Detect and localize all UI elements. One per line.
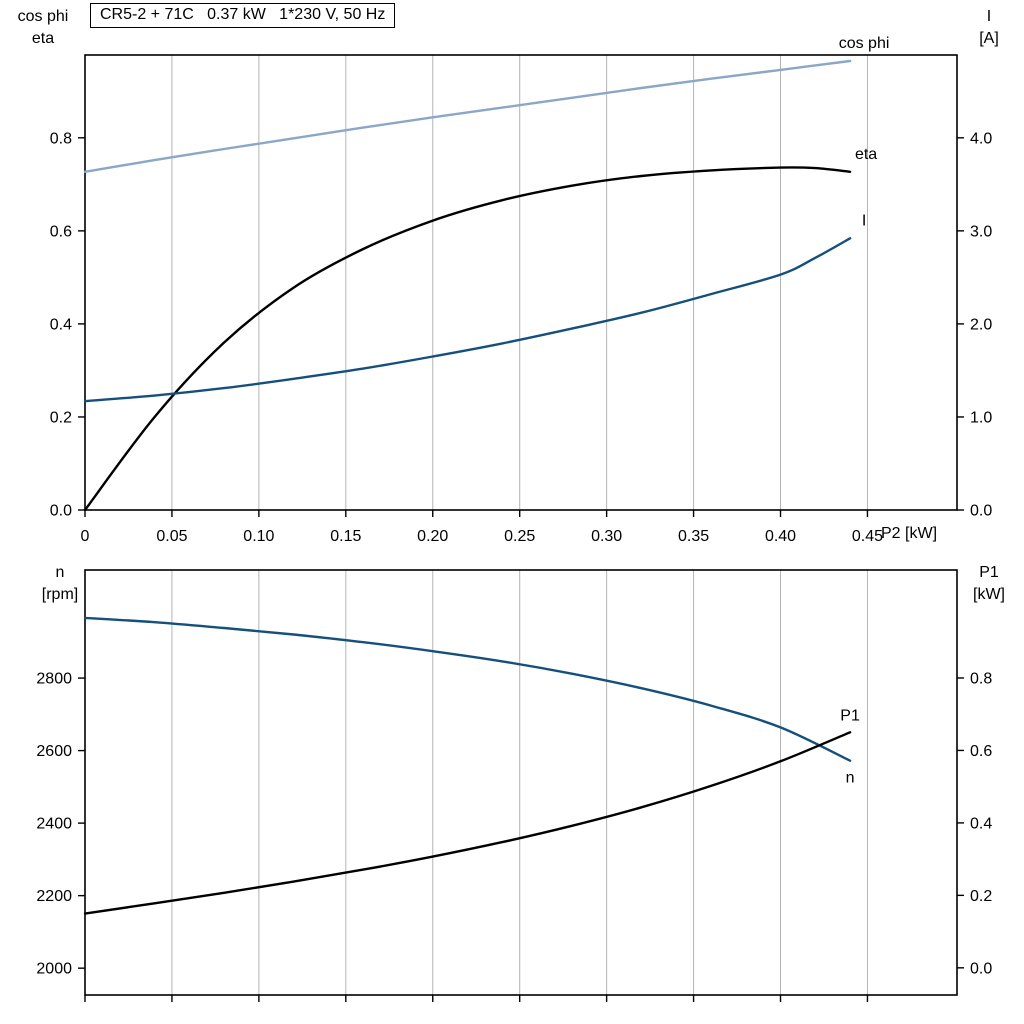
series-eta	[83, 166, 852, 512]
left-tick-label: 0.4	[50, 316, 72, 333]
x-tick-label: 0.25	[504, 528, 535, 545]
left-axis-title-top-chart: cos phi eta	[6, 6, 80, 50]
right-tick-label: 0.2	[970, 888, 992, 905]
left-tick-label: 0.0	[50, 503, 72, 520]
right-axis-title-line1: I	[986, 8, 992, 25]
left-tick-label: 0.6	[50, 223, 72, 240]
right-tick-label: 0.0	[970, 960, 992, 977]
left-axis-title-line2: [rpm]	[41, 586, 79, 603]
left-tick-label: 2200	[36, 888, 72, 905]
series-cos-phi	[83, 59, 852, 173]
right-tick-label: 1.0	[970, 409, 992, 426]
left-tick-label: 0.2	[50, 409, 72, 426]
x-tick-label: 0.10	[243, 528, 274, 545]
x-tick-label: 0.35	[678, 528, 709, 545]
series-label-I: I	[862, 212, 866, 229]
right-tick-label: 0.0	[970, 503, 992, 520]
right-axis-title-line2: [kW]	[973, 586, 1005, 603]
x-axis-title: P2 [kW]	[881, 525, 938, 542]
right-axis-title-top-chart: I [A]	[958, 6, 1020, 50]
right-axis-title-line2: [A]	[979, 30, 999, 47]
right-tick-label: 0.6	[970, 743, 992, 760]
x-tick-label: 0.45	[852, 528, 883, 545]
plot-border	[84, 54, 958, 511]
x-tick-label: 0.15	[330, 528, 361, 545]
left-tick-label: 2600	[36, 743, 72, 760]
right-tick-label: 3.0	[970, 223, 992, 240]
series-label-cos-phi: cos phi	[839, 35, 890, 52]
left-tick-label: 0.8	[50, 130, 72, 147]
right-tick-label: 2.0	[970, 316, 992, 333]
left-axis-title-line2: eta	[31, 30, 55, 47]
plot-border	[84, 569, 958, 996]
right-tick-label: 4.0	[970, 130, 992, 147]
left-tick-label: 2800	[36, 671, 72, 688]
series-n	[83, 616, 852, 762]
x-tick-label: 0.40	[765, 528, 796, 545]
right-axis-title-line1: P1	[979, 564, 999, 581]
series-P1	[83, 731, 852, 915]
series-I	[83, 237, 852, 403]
x-tick-label: 0	[81, 528, 90, 545]
left-tick-label: 2000	[36, 961, 72, 978]
chart-title: CR5-2 + 71C 0.37 kW 1*230 V, 50 Hz	[90, 3, 396, 28]
x-tick-label: 0.30	[591, 528, 622, 545]
left-tick-label: 2400	[36, 816, 72, 833]
left-axis-title-bottom-chart: n [rpm]	[22, 562, 98, 606]
right-axis-title-bottom-chart: P1 [kW]	[956, 562, 1022, 606]
x-tick-label: 0.20	[417, 528, 448, 545]
series-label-P1: P1	[840, 707, 860, 724]
right-tick-label: 0.8	[970, 670, 992, 687]
right-tick-label: 0.4	[970, 815, 992, 832]
series-label-eta: eta	[855, 146, 877, 163]
series-label-n: n	[846, 770, 855, 787]
left-axis-title-line1: cos phi	[17, 8, 69, 25]
x-tick-label: 0.05	[156, 528, 187, 545]
left-axis-title-line1: n	[55, 564, 65, 581]
